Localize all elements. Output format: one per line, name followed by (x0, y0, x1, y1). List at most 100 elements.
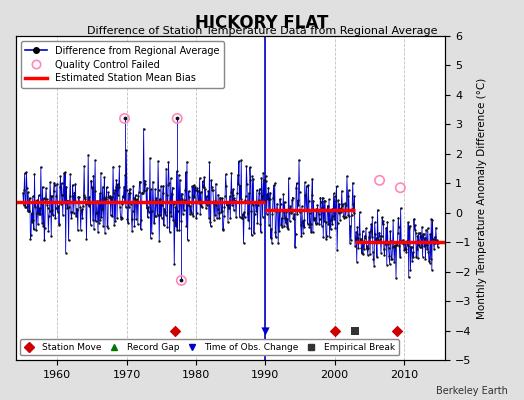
Point (24, 208, 32, 215)
Point (299, 217, 308, 224)
Point (348, 180, 357, 186)
Point (185, 194, 193, 200)
Point (195, 197, 203, 203)
Point (394, 214, 402, 221)
Point (172, 168, 181, 174)
Point (105, 194, 113, 200)
Point (159, 183, 168, 189)
Point (380, 246, 388, 252)
Point (324, 202, 332, 209)
Point (265, 222, 273, 229)
Point (250, 230, 258, 236)
Point (110, 222, 118, 228)
Point (364, 245, 373, 251)
Point (391, 242, 400, 249)
Point (400, 246, 408, 253)
Point (392, 275, 400, 281)
Point (345, 213, 353, 220)
Point (86, 200, 94, 206)
Point (236, 182, 244, 189)
Point (183, 236, 192, 243)
Point (296, 209, 304, 215)
Point (64, 198, 72, 204)
Point (384, 241, 392, 248)
Point (433, 237, 441, 243)
Point (67, 215, 75, 221)
Point (257, 175, 266, 181)
Point (173, 208, 182, 214)
Point (253, 220, 261, 226)
Point (200, 174, 209, 181)
Point (387, 256, 396, 262)
Point (59, 192, 68, 199)
Point (282, 208, 290, 215)
Point (371, 230, 379, 237)
Point (269, 195, 277, 201)
Point (133, 196, 141, 203)
Point (258, 193, 266, 199)
Point (239, 240, 248, 246)
Point (168, 184, 177, 191)
Point (399, 236, 407, 243)
Point (319, 194, 327, 201)
Point (249, 176, 258, 182)
Point (259, 197, 268, 204)
Point (45, 213, 53, 219)
Point (152, 195, 160, 202)
Point (83, 200, 91, 206)
Point (173, 115, 181, 122)
Point (124, 190, 133, 196)
Point (405, 224, 413, 231)
Point (355, 209, 364, 215)
Point (218, 195, 226, 201)
Point (278, 224, 287, 230)
Point (208, 187, 216, 194)
Point (228, 201, 236, 208)
Point (272, 208, 281, 214)
Point (414, 255, 422, 262)
Point (227, 170, 236, 176)
Point (336, 205, 345, 212)
Point (111, 218, 119, 224)
Point (270, 205, 278, 212)
Point (254, 197, 263, 203)
Point (217, 209, 225, 215)
Point (131, 196, 139, 202)
Point (413, 232, 422, 239)
Point (91, 157, 100, 164)
Point (83, 198, 92, 204)
Point (425, 258, 433, 264)
Point (139, 126, 148, 132)
Point (222, 171, 230, 177)
Point (194, 188, 202, 194)
Point (88, 185, 96, 191)
Point (251, 199, 259, 206)
Point (271, 229, 279, 235)
Point (95, 190, 104, 196)
Point (352, 236, 360, 242)
Point (62, 184, 70, 190)
Point (375, 238, 383, 244)
Point (341, 214, 349, 220)
Point (412, 246, 421, 252)
Point (331, 225, 340, 231)
Point (399, 241, 408, 247)
Point (420, 231, 428, 238)
Point (297, 233, 305, 239)
Point (235, 158, 243, 164)
Point (171, 327, 179, 334)
Point (110, 190, 118, 196)
Point (287, 208, 295, 215)
Point (211, 212, 220, 218)
Point (343, 173, 351, 179)
Point (157, 183, 165, 189)
Point (160, 206, 169, 212)
Point (319, 234, 328, 240)
Point (418, 253, 427, 260)
Point (145, 198, 154, 204)
Point (308, 176, 316, 182)
Point (222, 183, 231, 189)
Point (369, 256, 378, 262)
Point (146, 155, 154, 161)
Point (20, 170, 29, 176)
